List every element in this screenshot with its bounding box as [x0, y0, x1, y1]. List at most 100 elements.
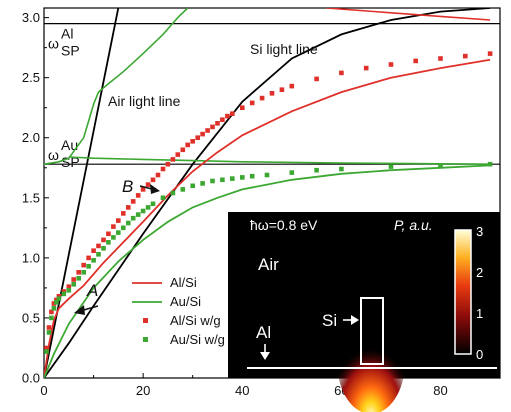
- series-al-si-w-g-point: [249, 100, 255, 106]
- series-au-si-w-g-point: [130, 215, 136, 221]
- si-waveguide-outline: [360, 297, 384, 365]
- series-au-si-w-g-point: [96, 252, 101, 257]
- series-al-si-w-g-point: [190, 139, 195, 144]
- series-al-si-w-g-point: [126, 205, 131, 210]
- series-au-si-w-g-point: [388, 164, 394, 169]
- point-a-arrowhead-icon: [74, 305, 85, 315]
- series-al-si-w-g-point: [463, 53, 468, 59]
- series-au-si-w-g-point: [145, 205, 151, 210]
- legend-label-au-si-wg: Au/Si w/g: [170, 332, 225, 347]
- y-tick-label-5: 2.5: [22, 70, 40, 85]
- series-au-si-w-g-point: [160, 195, 166, 201]
- series-al-si-w-g-point: [210, 124, 215, 130]
- legend-swatch-au-si-wg: [143, 337, 148, 342]
- series-al-si-w-g-point: [240, 105, 245, 110]
- y-tick-label-2: 1.0: [22, 250, 40, 265]
- sp-label-sup-al: Al: [61, 26, 73, 42]
- upper-branch-2: [326, 8, 491, 21]
- series-al-si-w-g-point: [130, 199, 136, 204]
- colorbar: [454, 229, 472, 355]
- series-au-si-w-g-point: [106, 240, 111, 245]
- series-al-si-w-g-point: [200, 131, 205, 137]
- series-al-si-w-g-point: [185, 142, 190, 148]
- series-al-si-w-g-point: [388, 62, 394, 67]
- series-al-si-w-g-point: [279, 87, 285, 92]
- series-al-si-w-g-point: [145, 182, 151, 187]
- series-au-si-w-g-point: [170, 190, 176, 196]
- marker-series: [44, 51, 493, 354]
- series-al-si-w-g-point: [259, 95, 265, 101]
- series-al-si-w-g-point: [96, 243, 101, 249]
- series-au-si-w-g-point: [339, 166, 344, 172]
- sp-label-al: ω: [48, 36, 59, 52]
- colorbar-tick-0: 0: [476, 347, 483, 362]
- series-al-si-w-g-point: [54, 297, 59, 303]
- series-au-si-w-g-point: [101, 246, 106, 251]
- series-au-si-w-g-point: [56, 296, 62, 301]
- legend: Al/Si Au/Si Al/Si w/g Au/Si w/g: [132, 275, 225, 347]
- series-au-si-w-g-point: [289, 170, 295, 175]
- series-al-si-w-g-point: [413, 58, 418, 64]
- series-al-si-w-g-point: [121, 211, 126, 216]
- si-light-line-curve: [44, 8, 491, 378]
- series-al-si-w-g-point: [49, 309, 54, 315]
- series-au-si-w-g-point: [438, 163, 443, 168]
- inset-air-label: Air: [258, 255, 279, 274]
- series-au-si-w-g-point: [150, 201, 156, 207]
- series-au-si-w-g-point: [46, 330, 52, 335]
- point-b-label: B: [122, 177, 133, 196]
- colorbar-tick-2: 2: [476, 265, 483, 280]
- al-pointer-arrowhead-icon: [260, 352, 270, 360]
- x-tick-label-0: 0: [40, 383, 47, 398]
- y-tick-label-0: 0.0: [22, 371, 40, 386]
- y-tick-label-1: 0.5: [22, 310, 40, 325]
- series-au-si-w-g-point: [116, 230, 121, 235]
- colorbar-tick-3: 3: [476, 224, 483, 239]
- series-al-si-w-g-point: [106, 231, 111, 237]
- series-au-si-w-g-point: [54, 300, 59, 305]
- series-al-si-line: [44, 58, 491, 378]
- series-al-si-w-g-point: [160, 166, 166, 172]
- series-au-si-w-g-point: [190, 183, 195, 189]
- series-al-si-w-g-point: [76, 270, 81, 275]
- series-au-si-w-g-point: [49, 315, 54, 321]
- series-al-si-w-g-point: [135, 193, 141, 198]
- series-al-si-w-g-point: [165, 161, 171, 167]
- series-al-si-w-g-point: [111, 224, 116, 229]
- series-au-si-w-g-point: [126, 220, 131, 226]
- si-light-line-label: Si light line: [250, 41, 318, 57]
- series-al-si-w-g-point: [46, 325, 52, 330]
- series-al-si-w-g-point: [314, 76, 319, 82]
- series-al-si-w-g-point: [101, 237, 106, 243]
- point-a-label: A: [86, 281, 98, 300]
- series-au-si-w-g-point: [71, 282, 76, 287]
- series-al-si-w-g-point: [170, 157, 176, 162]
- series-au-si-w-g-point: [44, 349, 49, 354]
- series-au-si-w-g-point: [81, 270, 86, 275]
- series-au-si-w-g-point: [66, 288, 72, 293]
- series-al-si-w-g-point: [86, 255, 91, 261]
- series-al-si-w-g-point: [140, 187, 146, 192]
- series-al-si-w-g-point: [230, 111, 235, 116]
- x-tick-label-20: 20: [136, 383, 150, 398]
- series-au-si-w-g-point: [111, 235, 116, 240]
- series-au-si-w-g-point: [180, 187, 186, 192]
- series-al-si-w-g-point: [339, 70, 344, 76]
- series-au-si-w-g-point: [140, 208, 146, 214]
- legend-label-al-si: Al/Si: [170, 275, 197, 290]
- series-au-si-w-g-point: [200, 181, 205, 186]
- series-al-si-w-g-point: [61, 289, 67, 294]
- x-tick-label-80: 80: [433, 383, 447, 398]
- series-al-si-w-g-point: [363, 65, 369, 71]
- y-tick-label-4: 2.0: [22, 130, 40, 145]
- series-au-si-w-g-point: [314, 167, 319, 173]
- series-al-si-w-g-point: [225, 113, 230, 119]
- air-light-line-curve: [44, 8, 120, 378]
- series-au-si-w-g-point: [135, 212, 141, 217]
- series-al-si-w-g-point: [155, 172, 161, 178]
- series-au-si-w-g-point: [210, 178, 215, 184]
- inset-energy-label: ħω=0.8 eV: [250, 217, 318, 233]
- sp-label-sub-al: SP: [61, 43, 80, 59]
